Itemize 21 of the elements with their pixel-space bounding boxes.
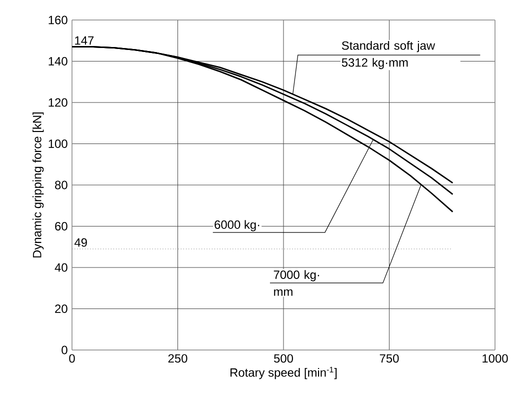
- y-tick-label: 120: [48, 98, 68, 107]
- x-tick-label: 500: [274, 354, 294, 363]
- annotation: Standard soft jaw 5312 kg·mm: [342, 41, 436, 70]
- x-tick-label: 250: [168, 354, 188, 363]
- y-tick-label: 60: [55, 222, 68, 230]
- y-axis-title: Dynamic gripping force [kN]: [32, 112, 44, 258]
- annotation: 147: [75, 36, 94, 45]
- annotation: 7000 kg· mm: [274, 270, 320, 296]
- x-tick-label: 1000: [482, 354, 508, 363]
- y-tick-label: 20: [55, 304, 68, 313]
- ref-line-label: 49: [74, 238, 87, 247]
- x-tick-label: 0: [69, 354, 75, 363]
- y-tick-label: 40: [54, 263, 68, 272]
- y-tick-label: 160: [48, 16, 68, 24]
- annotation: 6000 kg·: [214, 220, 260, 232]
- y-tick-label: 0: [62, 346, 68, 354]
- y-tick-label: 80: [55, 180, 68, 190]
- y-tick-label: 100: [48, 140, 68, 148]
- y-tick-label: 140: [48, 57, 68, 66]
- x-axis-title: Rotary speed [min$^{-1}$]: [230, 366, 337, 380]
- x-tick-label: 750: [380, 354, 399, 363]
